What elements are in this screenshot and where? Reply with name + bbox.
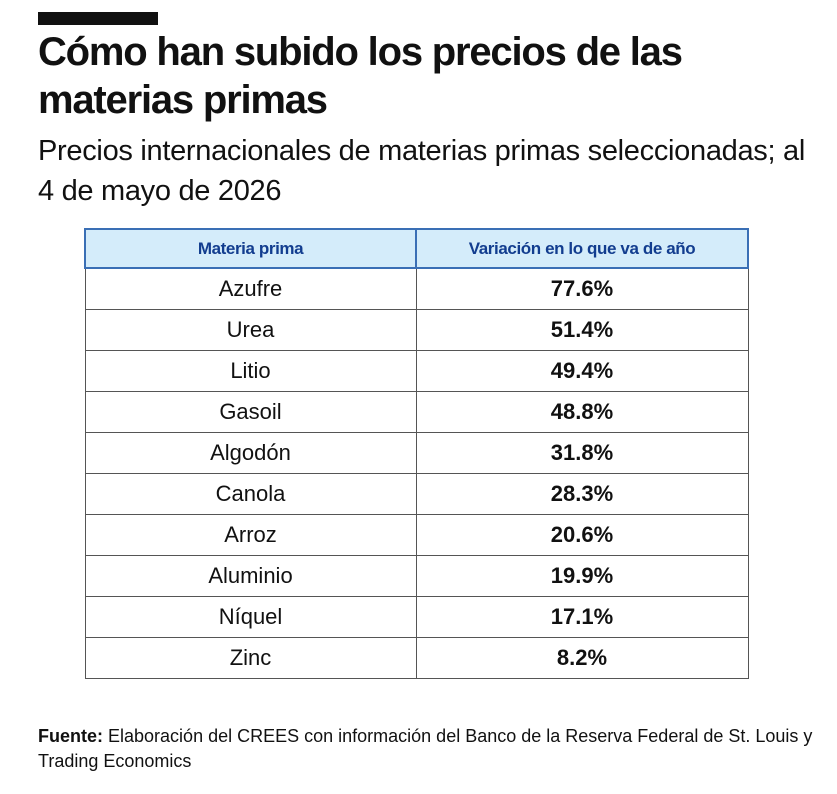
title-accent-bar [38, 12, 158, 25]
variation-value-cell: 28.3% [415, 473, 749, 515]
table-row: Aluminio 19.9% [84, 555, 749, 597]
commodity-name-cell: Algodón [84, 432, 417, 474]
column-header-commodity: Materia prima [84, 228, 417, 269]
table-row: Azufre 77.6% [84, 267, 749, 310]
table-body: Azufre 77.6% Urea 51.4% Litio 49.4% Gasoil 48.8… [84, 267, 749, 679]
source-note: Fuente: Elaboración del CREES con inform… [38, 724, 828, 774]
commodity-name-cell: Zinc [84, 637, 417, 679]
table-row: Litio 49.4% [84, 350, 749, 392]
commodity-name-cell: Canola [84, 473, 417, 515]
table-row: Urea 51.4% [84, 309, 749, 351]
commodity-name-cell: Gasoil [84, 391, 417, 433]
table-row: Zinc 8.2% [84, 637, 749, 679]
table-row: Arroz 20.6% [84, 514, 749, 556]
variation-value-cell: 49.4% [415, 350, 749, 392]
commodity-name-cell: Urea [84, 309, 417, 351]
source-text: Elaboración del CREES con información de… [38, 726, 813, 771]
table-header-row: Materia prima Variación en lo que va de … [84, 228, 749, 269]
column-header-variation: Variación en lo que va de año [415, 228, 749, 269]
table-row: Algodón 31.8% [84, 432, 749, 474]
commodity-name-cell: Litio [84, 350, 417, 392]
table-row: Níquel 17.1% [84, 596, 749, 638]
variation-value-cell: 51.4% [415, 309, 749, 351]
variation-value-cell: 17.1% [415, 596, 749, 638]
table-row: Gasoil 48.8% [84, 391, 749, 433]
chart-subtitle: Precios internacionales de materias prim… [38, 135, 805, 207]
commodity-name-cell: Arroz [84, 514, 417, 556]
commodity-table: Materia prima Variación en lo que va de … [84, 228, 749, 679]
commodity-name-cell: Azufre [84, 267, 417, 310]
table-row: Canola 28.3% [84, 473, 749, 515]
commodity-name-cell: Aluminio [84, 555, 417, 597]
source-label: Fuente: [38, 726, 103, 746]
variation-value-cell: 8.2% [415, 637, 749, 679]
commodity-name-cell: Níquel [84, 596, 417, 638]
variation-value-cell: 19.9% [415, 555, 749, 597]
variation-value-cell: 77.6% [415, 267, 749, 310]
chart-title: Cómo han subido los precios de las mater… [38, 30, 683, 122]
variation-value-cell: 31.8% [415, 432, 749, 474]
variation-value-cell: 20.6% [415, 514, 749, 556]
variation-value-cell: 48.8% [415, 391, 749, 433]
